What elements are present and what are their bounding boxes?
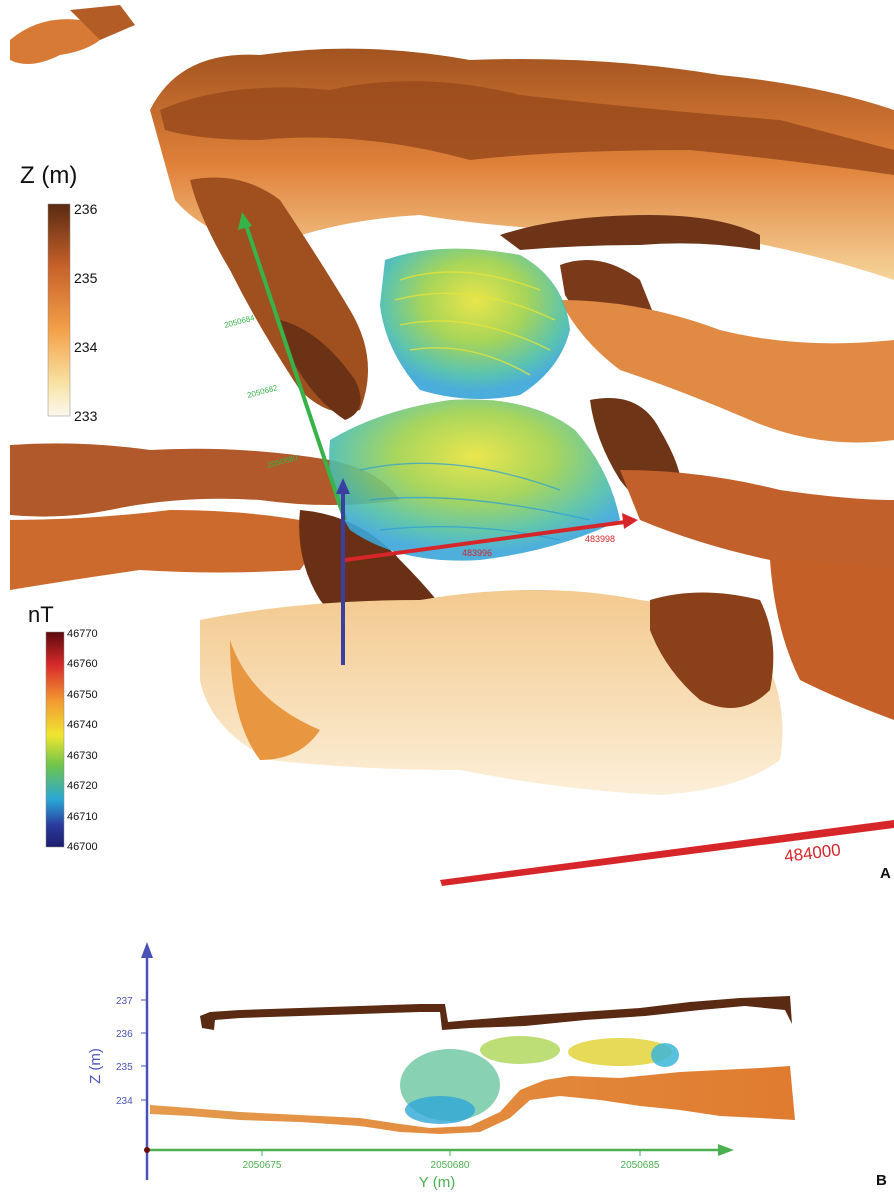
nt-tick-46700: 46700 bbox=[67, 841, 98, 853]
cave-wall-right-lower bbox=[770, 560, 894, 720]
magnetic-cloud-lower bbox=[329, 399, 620, 561]
profile-magnetic-cluster-right-edge bbox=[651, 1043, 679, 1067]
axis-label-x-484000: 484000 bbox=[783, 840, 842, 866]
nt-tick-46730: 46730 bbox=[67, 750, 98, 762]
z-tick-236: 236 bbox=[74, 201, 98, 217]
axis-y-arrow bbox=[238, 212, 347, 521]
z-tick-234: 234 bbox=[74, 339, 98, 355]
profile-magnetic-points bbox=[400, 1036, 679, 1124]
profile-z-tick-235: 235 bbox=[116, 1062, 133, 1073]
nt-colorbar-title: nT bbox=[28, 602, 54, 627]
cave-wall-right bbox=[560, 300, 894, 443]
profile-y-tick-2050680: 2050680 bbox=[431, 1160, 470, 1171]
cave-wall-band bbox=[10, 443, 400, 517]
nt-tick-46720: 46720 bbox=[67, 780, 98, 792]
cave-dark-wall bbox=[500, 215, 760, 250]
z-colorbar: Z (m) 236 235 234 233 bbox=[20, 162, 98, 424]
axis-label-y-2050684: 2050684 bbox=[223, 313, 256, 330]
cave-pillar-left-dark bbox=[280, 320, 361, 420]
z-tick-233: 233 bbox=[74, 408, 98, 424]
nt-tick-46710: 46710 bbox=[67, 811, 98, 823]
cave-wall-band-right bbox=[620, 470, 894, 580]
profile-ceiling bbox=[200, 996, 792, 1030]
nt-colorbar: nT 46770 46760 46750 46740 46730 46720 4… bbox=[28, 602, 98, 853]
panel-a-label: A bbox=[880, 865, 891, 882]
axis-x-arrow bbox=[344, 513, 638, 562]
axis-label-y-2050682: 2050682 bbox=[246, 383, 279, 400]
z-tick-235: 235 bbox=[74, 270, 98, 286]
cave-floor-edge bbox=[230, 640, 320, 760]
magnetic-survey-cloud bbox=[329, 248, 620, 561]
axis-x-far-arrow bbox=[440, 820, 894, 886]
profile-z-tick-237: 237 bbox=[116, 996, 133, 1007]
profile-magnetic-cluster-left-core bbox=[405, 1096, 475, 1124]
axis-label-x-483996: 483996 bbox=[462, 548, 492, 558]
z-colorbar-gradient bbox=[47, 203, 71, 417]
profile-y-tick-2050685: 2050685 bbox=[621, 1160, 660, 1171]
axis-label-x-483998: 483998 bbox=[585, 534, 615, 544]
cave-wall-band bbox=[10, 510, 310, 590]
profile-y-tick-2050675: 2050675 bbox=[243, 1160, 282, 1171]
cave-ridge bbox=[160, 81, 894, 175]
nt-colorbar-gradient bbox=[45, 631, 65, 848]
profile-magnetic-cluster-right bbox=[568, 1038, 672, 1066]
cave-wall-fragment bbox=[10, 19, 110, 64]
panel-b-profile: 237 236 235 234 Z (m) 2050675 2050680 20… bbox=[87, 942, 887, 1191]
axis-z-arrow bbox=[336, 478, 350, 665]
profile-y-axis-title: Y (m) bbox=[419, 1174, 455, 1191]
nt-tick-46740: 46740 bbox=[67, 719, 98, 731]
z-colorbar-title: Z (m) bbox=[20, 162, 77, 189]
cave-block-right bbox=[650, 592, 774, 708]
profile-magnetic-cluster-mid bbox=[480, 1036, 560, 1064]
profile-floor bbox=[150, 1066, 795, 1134]
profile-y-axis-arrowhead bbox=[718, 1144, 734, 1156]
nt-tick-46770: 46770 bbox=[67, 628, 98, 640]
cave-wall-fragment bbox=[70, 5, 135, 40]
profile-z-tick-234: 234 bbox=[116, 1096, 133, 1107]
profile-origin bbox=[144, 1147, 150, 1153]
panel-b-label: B bbox=[876, 1172, 887, 1189]
profile-z-axis-title: Z (m) bbox=[87, 1048, 104, 1084]
profile-z-axis-arrowhead bbox=[141, 942, 153, 958]
panel-a-point-cloud: 2050684 2050682 2050680 483996 483998 48… bbox=[10, 5, 894, 886]
nt-tick-46750: 46750 bbox=[67, 689, 98, 701]
cave-floor bbox=[200, 590, 783, 795]
nt-tick-46760: 46760 bbox=[67, 658, 98, 670]
profile-z-tick-236: 236 bbox=[116, 1029, 133, 1040]
